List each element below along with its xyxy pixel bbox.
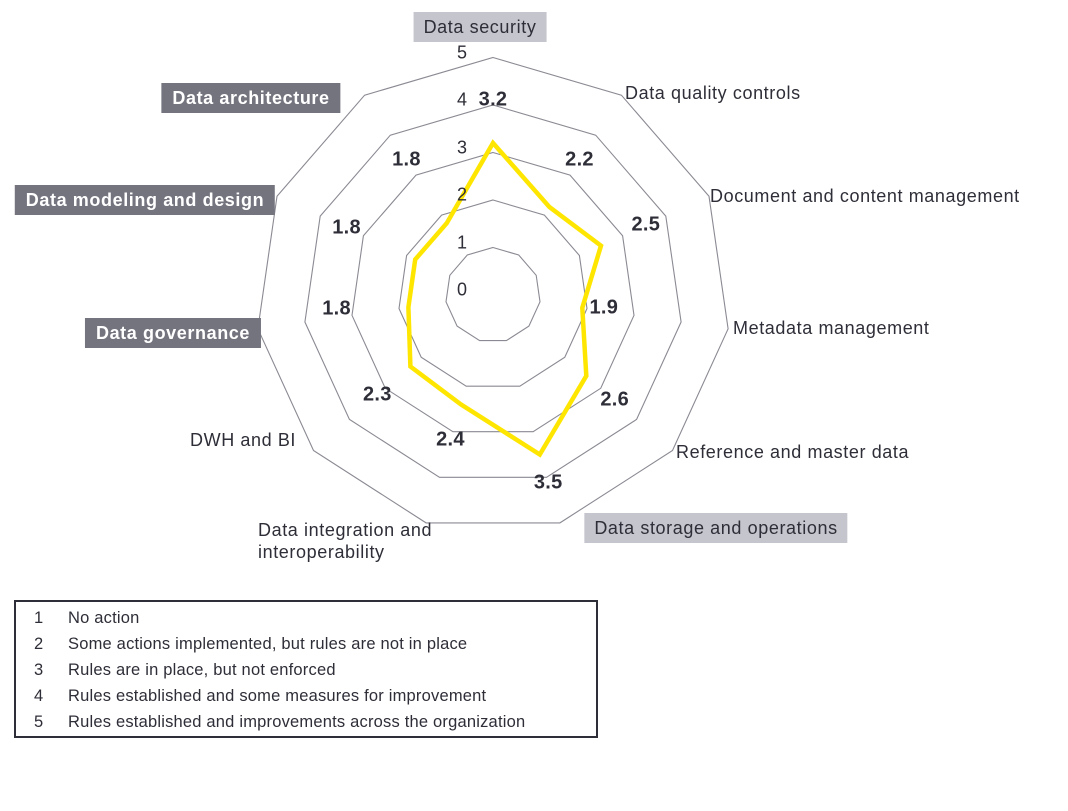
value-label: 1.8 xyxy=(322,297,351,320)
grid-ring-5 xyxy=(257,56,729,524)
legend-row-3: 3 Rules are in place, but not enforced xyxy=(16,661,596,687)
radar-grid xyxy=(257,56,729,524)
axis-label-data-quality-controls: Data quality controls xyxy=(625,83,801,103)
value-label: 2.6 xyxy=(600,388,630,411)
value-label: 3.2 xyxy=(478,88,508,111)
value-label: 1.8 xyxy=(332,216,361,239)
legend-level: 2 xyxy=(34,635,44,653)
legend-row-2: 2 Some actions implemented, but rules are… xyxy=(16,635,596,661)
axis-label-data-integration-and-interoperability: Data integration and interoperability xyxy=(258,520,433,562)
scale-tick-label-0: 0 xyxy=(456,279,468,300)
legend-row-1: 1 No action xyxy=(16,609,596,635)
scale-tick-label-2: 2 xyxy=(456,184,468,205)
value-label: 2.2 xyxy=(565,148,594,171)
data-polygon xyxy=(406,139,604,458)
scale-tick-label-1: 1 xyxy=(456,232,468,252)
legend-level: 1 xyxy=(34,609,44,627)
legend-text: No action xyxy=(68,609,140,627)
grid-ring-2 xyxy=(398,199,588,387)
grid-ring-4 xyxy=(304,104,682,478)
legend-box: 1 No action 2 Some actions implemented, but… xyxy=(14,600,598,738)
axis-label-data-architecture: Data architecture xyxy=(161,83,341,113)
axis-label-data-modeling-and-design: Data modeling and design xyxy=(14,185,276,215)
axis-label-data-governance: Data governance xyxy=(84,318,262,348)
legend-level: 3 xyxy=(34,661,44,679)
value-label: 2.3 xyxy=(363,383,392,406)
legend-text: Rules are in place, but not enforced xyxy=(68,661,336,679)
legend-row-5: 5 Rules established and improvements acro… xyxy=(16,713,596,739)
value-label: 2.5 xyxy=(631,213,661,236)
scale-tick-label-4: 4 xyxy=(456,89,468,110)
axis-label-document-and-content-management: Document and content management xyxy=(710,186,1020,206)
axis-label-metadata-management: Metadata management xyxy=(733,318,930,338)
legend-level: 5 xyxy=(34,713,44,731)
grid-ring-1 xyxy=(445,246,541,342)
legend-row-4: 4 Rules established and some measures for… xyxy=(16,687,596,713)
value-label: 2.4 xyxy=(436,428,465,451)
axis-label-data-storage-and-operations: Data storage and operations xyxy=(584,513,848,543)
value-label: 1.9 xyxy=(589,296,619,319)
value-label: 1.8 xyxy=(392,148,421,171)
legend-text: Rules established and improvements acros… xyxy=(68,713,526,731)
scale-tick-label-5: 5 xyxy=(456,42,468,62)
legend-text: Some actions implemented, but rules are … xyxy=(68,635,468,653)
grid-ring-3 xyxy=(351,151,635,433)
legend-level: 4 xyxy=(34,687,44,705)
axis-label-reference-and-master-data: Reference and master data xyxy=(676,442,910,462)
radar-series xyxy=(406,139,604,458)
legend-rows: 1 No action 2 Some actions implemented, but… xyxy=(16,609,596,739)
axis-label-data-security: Data security xyxy=(413,12,547,42)
scale-tick-label-3: 3 xyxy=(456,137,468,157)
axis-label-dwh-and-bi: DWH and BI xyxy=(190,430,297,450)
value-label: 3.5 xyxy=(533,471,563,494)
legend-text: Rules established and some measures for … xyxy=(68,687,487,705)
